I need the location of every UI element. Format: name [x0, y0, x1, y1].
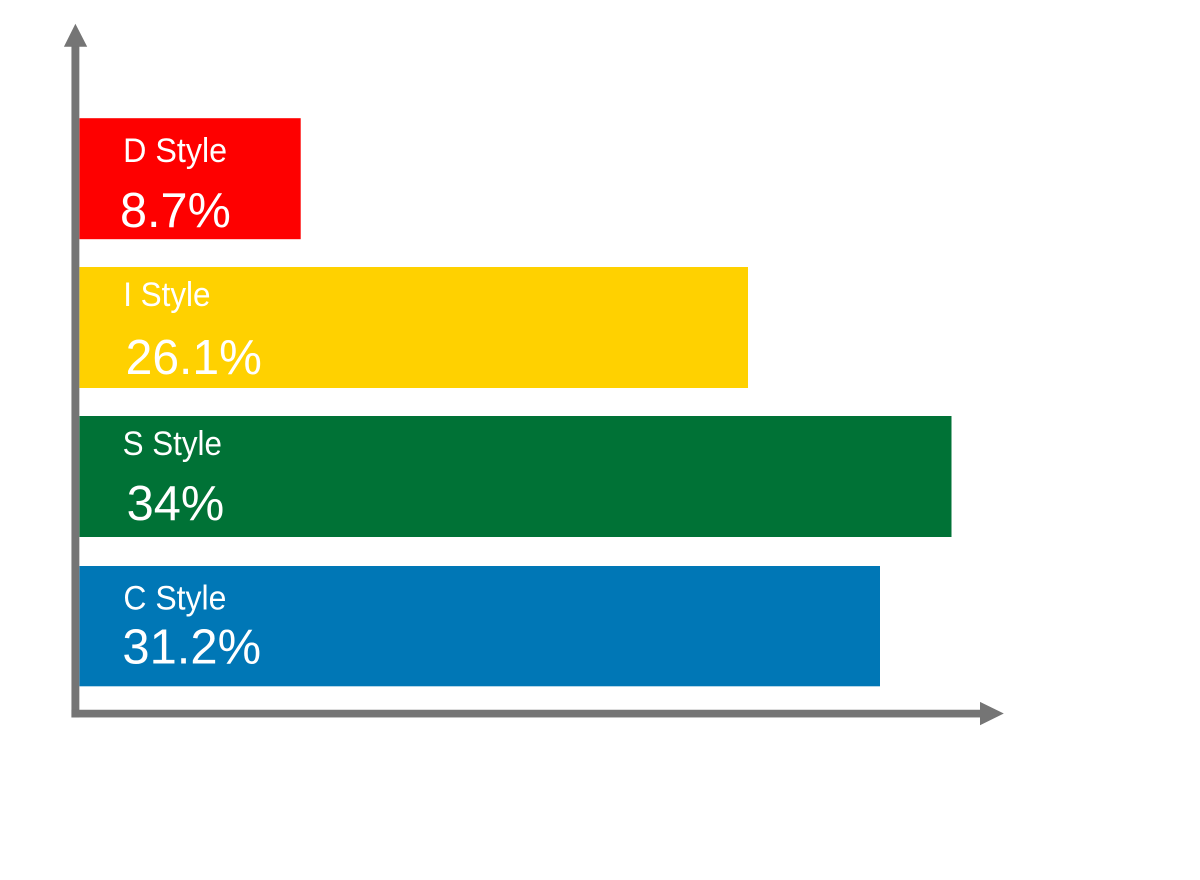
svg-text:31.2%: 31.2% — [122, 620, 261, 675]
svg-text:I Style: I Style — [123, 276, 210, 314]
svg-text:8.7%: 8.7% — [120, 183, 231, 238]
svg-text:C Style: C Style — [123, 579, 226, 617]
svg-text:S Style: S Style — [123, 425, 222, 463]
svg-text:34%: 34% — [127, 476, 225, 531]
svg-text:26.1%: 26.1% — [126, 330, 262, 385]
svg-text:D Style: D Style — [123, 132, 227, 170]
